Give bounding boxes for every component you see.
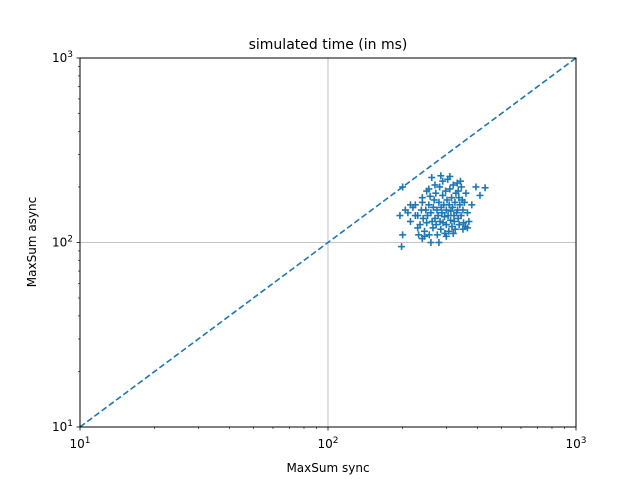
- x-axis-label: MaxSum sync: [286, 461, 369, 475]
- data-point: [415, 231, 423, 239]
- data-point: [442, 232, 450, 240]
- data-point: [437, 172, 445, 180]
- data-point: [419, 214, 427, 222]
- data-point: [446, 185, 454, 193]
- data-point: [455, 221, 463, 229]
- data-point: [450, 217, 458, 225]
- data-point: [468, 201, 476, 209]
- x-tick-label: 103: [565, 436, 586, 451]
- data-point: [406, 201, 414, 209]
- y-axis-label: MaxSum async: [25, 197, 39, 287]
- y-tick-label: 101: [52, 419, 73, 434]
- data-point: [435, 198, 443, 206]
- y-tick-label: 103: [52, 50, 73, 65]
- data-point: [423, 219, 431, 227]
- data-point: [449, 181, 457, 189]
- data-point: [447, 207, 455, 215]
- data-point: [433, 231, 441, 239]
- data-point: [443, 196, 451, 204]
- data-point: [449, 203, 457, 211]
- x-tick-label: 101: [69, 436, 90, 451]
- data-point: [437, 225, 445, 233]
- data-point: [442, 187, 450, 195]
- data-point: [406, 217, 414, 225]
- data-point: [426, 192, 434, 200]
- data-point: [460, 198, 468, 206]
- data-point: [445, 227, 453, 235]
- x-tick-label: 102: [317, 436, 338, 451]
- data-point: [444, 212, 452, 220]
- data-point: [441, 213, 449, 221]
- data-point: [448, 194, 456, 202]
- data-point: [425, 185, 433, 193]
- data-point: [434, 212, 442, 220]
- reference-line-group: [79, 57, 577, 428]
- data-point: [457, 183, 465, 191]
- plot-frame: [79, 57, 577, 428]
- data-point: [451, 225, 459, 233]
- data-point: [456, 201, 464, 209]
- chart-title: simulated time (in ms): [249, 37, 408, 53]
- scatter-points: [396, 172, 489, 251]
- data-point: [399, 183, 407, 191]
- data-point: [472, 183, 480, 191]
- data-point: [447, 216, 455, 224]
- data-point: [436, 183, 444, 191]
- data-point: [429, 224, 437, 232]
- data-point: [446, 172, 454, 180]
- data-point: [428, 174, 436, 182]
- data-point: [438, 209, 446, 217]
- data-point: [429, 203, 437, 211]
- data-point: [427, 209, 435, 217]
- data-point: [454, 187, 462, 195]
- data-point: [462, 189, 470, 197]
- y-tick-label: 102: [52, 235, 73, 250]
- data-point: [398, 243, 406, 251]
- data-point: [399, 231, 407, 239]
- data-point: [431, 181, 439, 189]
- data-point: [411, 212, 419, 220]
- data-point: [463, 209, 471, 217]
- data-point: [433, 206, 441, 214]
- data-point: [449, 229, 457, 237]
- data-point: [459, 206, 467, 214]
- data-point: [481, 184, 489, 192]
- data-point: [421, 232, 429, 240]
- data-point: [425, 231, 433, 239]
- data-point: [396, 212, 404, 220]
- data-point: [418, 194, 426, 202]
- data-point: [456, 177, 464, 185]
- data-point: [422, 206, 430, 214]
- data-point: [465, 217, 473, 225]
- data-point: [459, 225, 467, 233]
- data-point: [460, 219, 468, 227]
- data-point: [430, 196, 438, 204]
- data-point: [432, 189, 440, 197]
- data-point: [427, 239, 435, 246]
- data-point: [476, 191, 484, 199]
- reference-line: [79, 57, 577, 428]
- data-point: [439, 177, 447, 185]
- data-point: [442, 206, 450, 214]
- axis-ticks: 101 102 103 101 102 103: [52, 50, 587, 451]
- data-point: [463, 224, 471, 232]
- data-point: [442, 221, 450, 229]
- data-point: [435, 239, 443, 246]
- data-point: [404, 209, 412, 217]
- data-point: [457, 212, 465, 220]
- data-point: [425, 201, 433, 209]
- data-point: [439, 191, 447, 199]
- data-point: [432, 221, 440, 229]
- data-point: [416, 221, 424, 229]
- data-point: [451, 198, 459, 206]
